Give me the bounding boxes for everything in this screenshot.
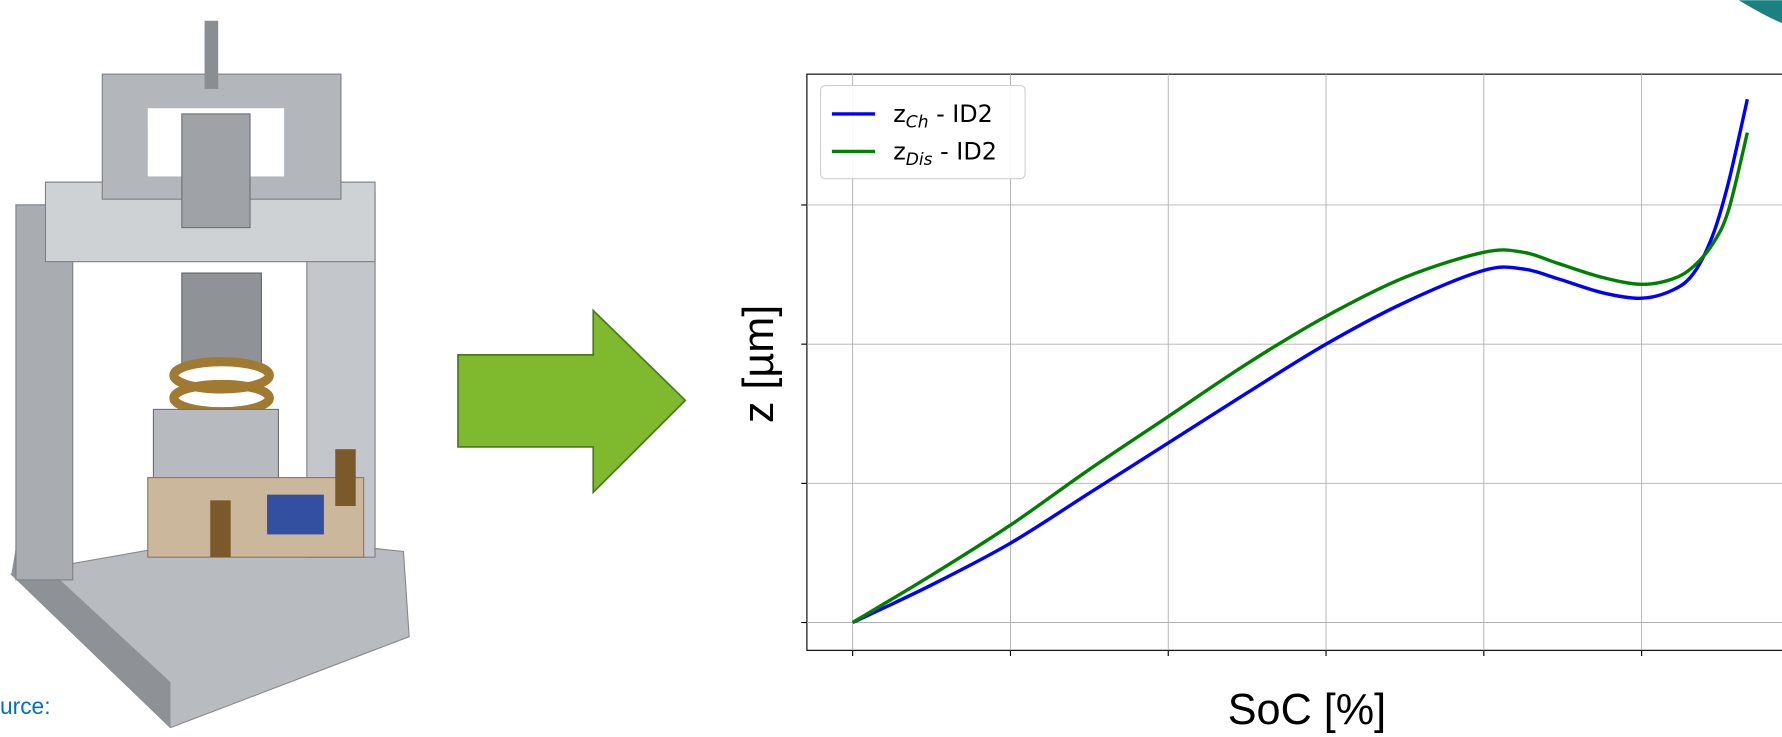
- legend-suffix: - ID2: [928, 100, 992, 128]
- press-photo: [11, 21, 409, 728]
- legend-name: z: [893, 100, 906, 128]
- legend-subscript: Dis: [906, 150, 933, 170]
- slide: urce: zCh - ID2zDis - ID2SoC [%]z [µm]: [0, 0, 1782, 737]
- legend-name: z: [893, 137, 906, 165]
- x-axis-label: SoC [%]: [1228, 686, 1386, 734]
- source-note: urce:: [0, 693, 51, 719]
- arrow: [458, 311, 685, 493]
- corner-decoration: [1739, 0, 1782, 23]
- page: urce: zCh - ID2zDis - ID2SoC [%]z [µm] (…: [0, 0, 1782, 737]
- legend-subscript: Ch: [906, 113, 929, 133]
- y-axis-label: z [µm]: [735, 305, 783, 423]
- legend-suffix: - ID2: [933, 137, 997, 165]
